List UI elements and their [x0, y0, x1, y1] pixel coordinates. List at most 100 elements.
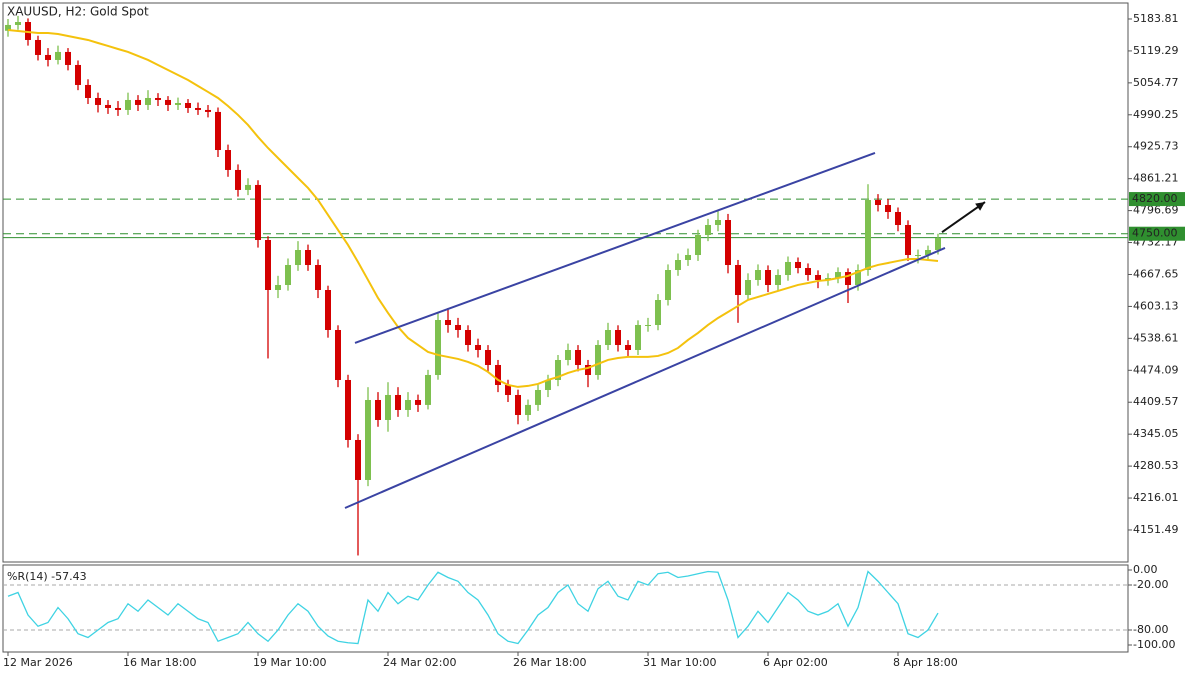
- candle-body: [225, 150, 231, 170]
- candle-body: [105, 104, 111, 108]
- candle-body: [95, 97, 101, 105]
- candle-body: [35, 39, 41, 55]
- candle-body: [935, 237, 941, 251]
- candle-body: [535, 389, 541, 405]
- candle-body: [925, 250, 931, 256]
- y-tick-label: -20.00: [1133, 578, 1168, 591]
- candle-body: [775, 275, 781, 285]
- candle-body: [345, 379, 351, 440]
- candle-body: [595, 344, 601, 375]
- candle-body: [875, 200, 881, 206]
- candle-body: [505, 384, 511, 395]
- candle-body: [735, 265, 741, 295]
- y-tick-label: -100.00: [1133, 638, 1175, 651]
- x-tick-label: 19 Mar 10:00: [253, 656, 326, 669]
- x-tick-label: 31 Mar 10:00: [643, 656, 716, 669]
- candle-body: [215, 111, 221, 151]
- candle-body: [605, 329, 611, 345]
- channel-line: [344, 247, 946, 509]
- candle-body: [615, 329, 621, 345]
- candle-body: [485, 349, 491, 365]
- candle-body: [15, 22, 21, 25]
- candle-body: [705, 225, 711, 236]
- candle-body: [115, 107, 121, 110]
- candle-body: [545, 379, 551, 390]
- candle-body: [55, 51, 61, 60]
- main-panel: [2, 2, 1129, 563]
- candle-body: [905, 225, 911, 256]
- candle-body: [745, 280, 751, 295]
- y-tick-label: 4796.69: [1133, 204, 1179, 217]
- y-tick-label: 4345.05: [1133, 427, 1179, 440]
- candle-body: [375, 399, 381, 420]
- y-tick-label: 4667.65: [1133, 267, 1179, 280]
- candle-body: [415, 399, 421, 405]
- candle-body: [725, 220, 731, 266]
- candle-body: [765, 270, 771, 285]
- y-tick-label: 4474.09: [1133, 363, 1179, 376]
- candle-body: [205, 109, 211, 112]
- y-tick-label: 4925.73: [1133, 140, 1179, 153]
- candle-body: [85, 84, 91, 98]
- y-tick-label: 4280.53: [1133, 459, 1179, 472]
- candle-body: [655, 299, 661, 325]
- candle-body: [685, 255, 691, 261]
- x-tick-label: 26 Mar 18:00: [513, 656, 586, 669]
- candle-body: [295, 250, 301, 266]
- candle-body: [65, 51, 71, 65]
- candle-body: [915, 255, 921, 257]
- candle-body: [695, 235, 701, 256]
- candle-body: [305, 250, 311, 266]
- candle-body: [325, 289, 331, 330]
- y-tick-label: 5119.29: [1133, 44, 1179, 57]
- candle-body: [395, 394, 401, 410]
- x-tick-label: 6 Apr 02:00: [763, 656, 828, 669]
- candle-body: [425, 374, 431, 405]
- candle-body: [165, 99, 171, 105]
- candle-body: [5, 24, 11, 31]
- candle-body: [235, 169, 241, 190]
- candle-body: [495, 364, 501, 385]
- y-tick-label: 4603.13: [1133, 299, 1179, 312]
- candle-body: [555, 359, 561, 380]
- y-tick-label: 4538.61: [1133, 331, 1179, 344]
- candle-body: [895, 211, 901, 226]
- y-tick-label: -80.00: [1133, 623, 1168, 636]
- channel-line: [354, 152, 876, 344]
- candle-body: [195, 107, 201, 110]
- candle-body: [45, 54, 51, 60]
- candle-body: [525, 404, 531, 415]
- candle-body: [125, 99, 131, 110]
- candle-body: [455, 324, 461, 330]
- level-tag: [1129, 192, 1185, 207]
- candle-body: [865, 200, 871, 271]
- candle-body: [435, 319, 441, 375]
- candle-body: [565, 349, 571, 360]
- candle-body: [75, 64, 81, 85]
- candle-body: [645, 324, 651, 326]
- x-tick-label: 24 Mar 02:00: [383, 656, 456, 669]
- level-tag: [1129, 226, 1185, 241]
- chart-title: XAUUSD, H2: Gold Spot: [7, 5, 149, 19]
- candle-body: [795, 261, 801, 269]
- y-tick-label: 5054.77: [1133, 76, 1179, 89]
- y-tick-label: 4151.49: [1133, 523, 1179, 536]
- x-tick-label: 16 Mar 18:00: [123, 656, 196, 669]
- candle-body: [785, 261, 791, 276]
- indicator-line: [7, 570, 939, 645]
- candle-body: [575, 349, 581, 365]
- candle-body: [155, 97, 161, 100]
- y-tick-label: 4990.25: [1133, 108, 1179, 121]
- candle-body: [475, 344, 481, 350]
- candle-body: [755, 270, 761, 281]
- candle-body: [355, 439, 361, 480]
- candle-body: [365, 399, 371, 480]
- candle-body: [335, 329, 341, 380]
- y-tick-label: 4409.57: [1133, 395, 1179, 408]
- candle-body: [515, 394, 521, 415]
- candle-body: [145, 97, 151, 105]
- moving-average: [7, 28, 939, 388]
- candle-body: [635, 324, 641, 350]
- candle-body: [275, 284, 281, 290]
- candle-body: [265, 240, 271, 290]
